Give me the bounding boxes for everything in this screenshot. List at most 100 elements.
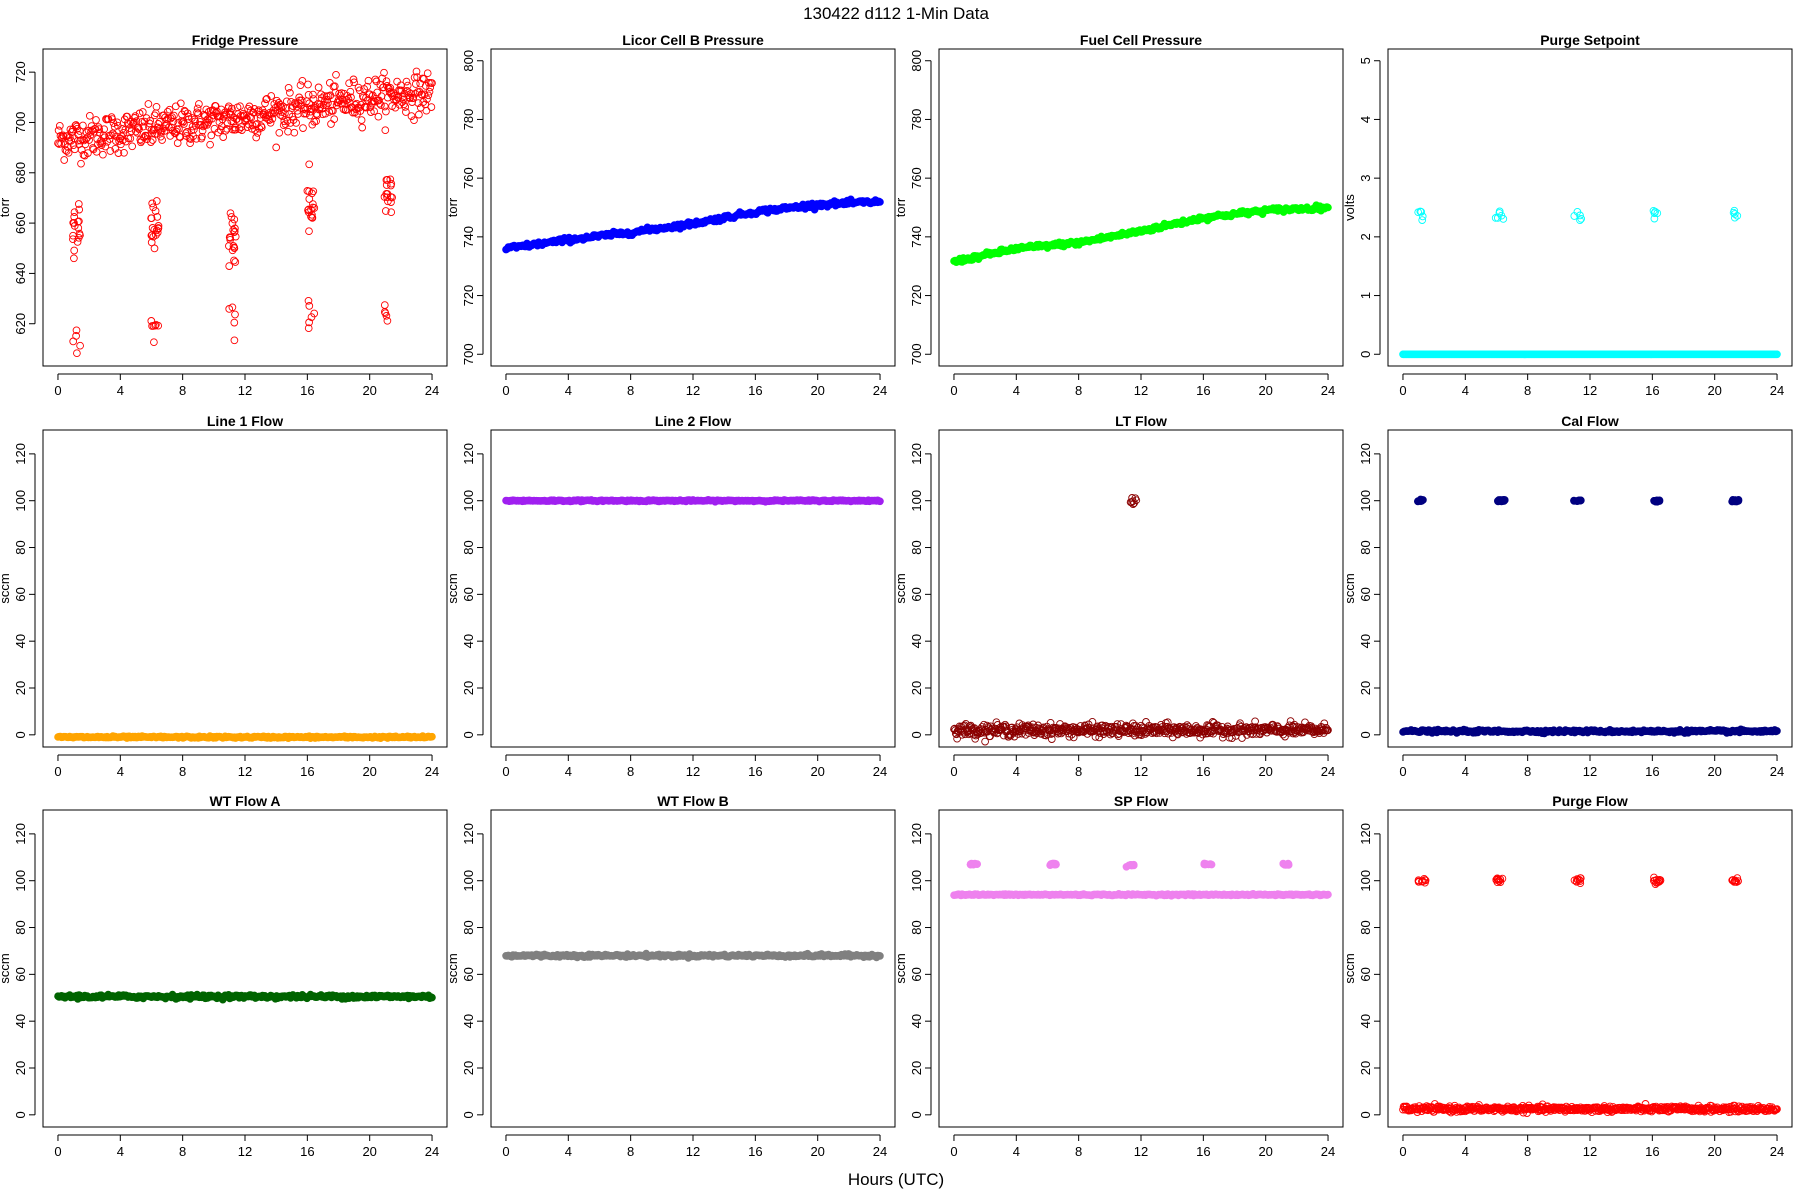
data-point: [179, 117, 188, 126]
data-point: [149, 232, 158, 241]
data-point: [85, 136, 93, 144]
x-tick-label: 12: [238, 764, 252, 779]
x-axis: 0 4 8 12 16 20 24: [502, 754, 887, 779]
data-point: [423, 95, 431, 103]
data-point: [415, 110, 423, 119]
x-tick-label: 16: [748, 1144, 762, 1159]
data-point: [1049, 859, 1057, 868]
data-point: [1251, 717, 1259, 726]
plot-frame: [490, 809, 896, 1128]
data-point: [1002, 722, 1011, 731]
data-point: [72, 332, 80, 340]
data-point: [322, 101, 330, 110]
x-tick-label: 12: [1583, 383, 1597, 398]
x-tick-label: 20: [362, 764, 376, 779]
x-tick-label: 24: [873, 383, 887, 398]
data-point: [70, 213, 79, 221]
data-point: [74, 131, 83, 139]
data-point: [304, 324, 313, 333]
data-point: [395, 100, 404, 109]
data-point: [375, 96, 383, 105]
data-point: [257, 123, 266, 132]
y-tick-label: 700: [909, 343, 924, 365]
y-tick-label: 60: [461, 587, 476, 601]
data-point: [958, 726, 967, 735]
data-point: [245, 102, 254, 111]
data-point: [186, 135, 195, 143]
data-point: [422, 106, 431, 115]
data-point: [405, 94, 414, 103]
data-point: [190, 125, 198, 134]
data-point: [1205, 727, 1214, 736]
y-tick-label: 100: [13, 870, 28, 892]
chart-title: Fridge Pressure: [192, 32, 299, 48]
data-point: [228, 303, 237, 312]
x-tick-label: 20: [1707, 383, 1721, 398]
data-point: [70, 246, 79, 255]
x-tick-label: 12: [686, 1144, 700, 1159]
data-point: [1773, 350, 1781, 359]
data-point: [380, 68, 388, 77]
x-axis: 0 4 8 12 16 20 24: [950, 1134, 1335, 1159]
x-tick-label: 8: [627, 1144, 634, 1159]
data-point: [304, 80, 312, 89]
x-axis: 0 4 8 12 16 20 24: [950, 754, 1335, 779]
data-point: [1728, 497, 1736, 506]
data-point: [1290, 720, 1299, 729]
data-point: [230, 244, 239, 253]
data-point: [402, 108, 410, 116]
x-tick-label: 16: [300, 383, 314, 398]
data-point: [110, 122, 119, 131]
x-tick-label: 4: [1013, 1144, 1020, 1159]
x-tick-label: 8: [1075, 764, 1082, 779]
x-tick-label: 12: [1134, 1144, 1148, 1159]
data-point: [77, 159, 85, 168]
data-point: [176, 99, 185, 108]
y-tick-label: 80: [461, 920, 476, 934]
data-points: [502, 495, 884, 506]
y-tick-label: 80: [1358, 540, 1373, 554]
data-point: [214, 128, 223, 137]
data-point: [192, 134, 201, 143]
x-tick-label: 24: [873, 1144, 887, 1159]
data-point: [1128, 494, 1136, 502]
data-point: [261, 99, 269, 108]
data-point: [76, 136, 85, 145]
data-point: [1091, 733, 1100, 741]
data-point: [345, 79, 353, 88]
data-point: [292, 119, 300, 127]
plot-frame: [490, 48, 896, 367]
y-tick-label: 20: [909, 1061, 924, 1075]
data-point: [107, 131, 115, 140]
y-tick-label: 80: [909, 920, 924, 934]
x-tick-label: 4: [1013, 764, 1020, 779]
data-point: [100, 125, 108, 134]
data-point: [150, 111, 159, 120]
data-point: [294, 110, 302, 118]
data-point: [362, 103, 371, 112]
data-point: [1773, 727, 1781, 735]
data-point: [202, 105, 211, 114]
y-tick-label: 20: [13, 681, 28, 695]
data-point: [383, 175, 392, 184]
data-point: [85, 111, 94, 120]
y-tick-label: 100: [909, 870, 924, 892]
data-point: [169, 117, 178, 126]
data-point: [428, 732, 436, 741]
data-point: [382, 107, 390, 116]
data-point: [175, 125, 183, 133]
y-axis-label: sccm: [893, 573, 908, 603]
data-point: [308, 189, 316, 198]
data-point: [113, 118, 122, 127]
y-tick-label: 700: [461, 343, 476, 365]
data-point: [409, 93, 418, 102]
x-tick-label: 16: [300, 764, 314, 779]
x-axis: 0 4 8 12 16 20 24: [502, 1134, 887, 1159]
data-point: [76, 341, 84, 350]
x-tick-label: 16: [1196, 383, 1210, 398]
